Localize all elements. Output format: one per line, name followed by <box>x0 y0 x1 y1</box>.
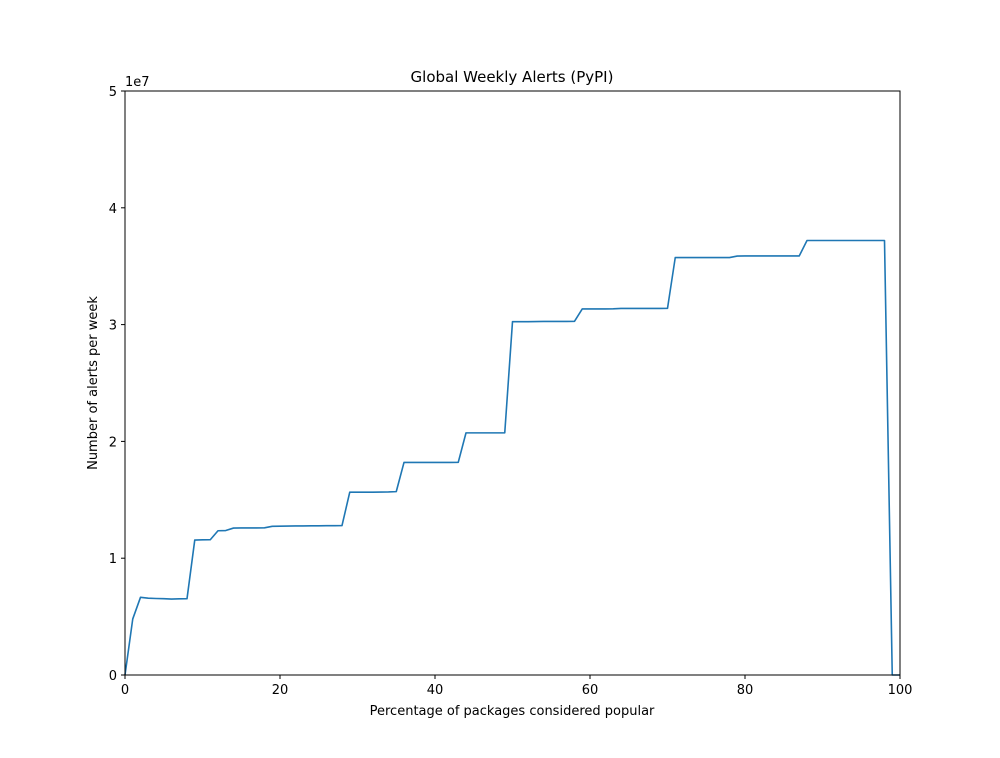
x-tick-label: 80 <box>737 683 754 698</box>
y-tick-label: 3 <box>109 319 117 334</box>
series-line <box>124 239 900 676</box>
chart-title: Global Weekly Alerts (PyPI) <box>411 68 614 86</box>
y-tick-label: 4 <box>109 202 117 217</box>
x-axis-label: Percentage of packages considered popula… <box>370 704 655 719</box>
x-tick-label: 100 <box>888 683 913 698</box>
x-tick-label: 20 <box>272 683 289 698</box>
y-tick-label: 1 <box>109 552 117 567</box>
y-tick-label: 0 <box>109 669 117 684</box>
x-tick-label: 0 <box>121 683 129 698</box>
x-tick-label: 40 <box>427 683 444 698</box>
y-tick-label: 2 <box>109 435 117 450</box>
plot-area <box>124 239 900 676</box>
y-axis-label: Number of alerts per week <box>86 296 101 470</box>
y-axis: 0 1 2 3 4 5 <box>109 85 125 684</box>
plot-frame <box>124 90 901 676</box>
x-axis: 0 20 40 60 80 100 <box>121 675 913 698</box>
y-tick-label: 5 <box>109 85 117 100</box>
x-tick-label: 60 <box>582 683 599 698</box>
y-offset-label: 1e7 <box>125 75 150 90</box>
